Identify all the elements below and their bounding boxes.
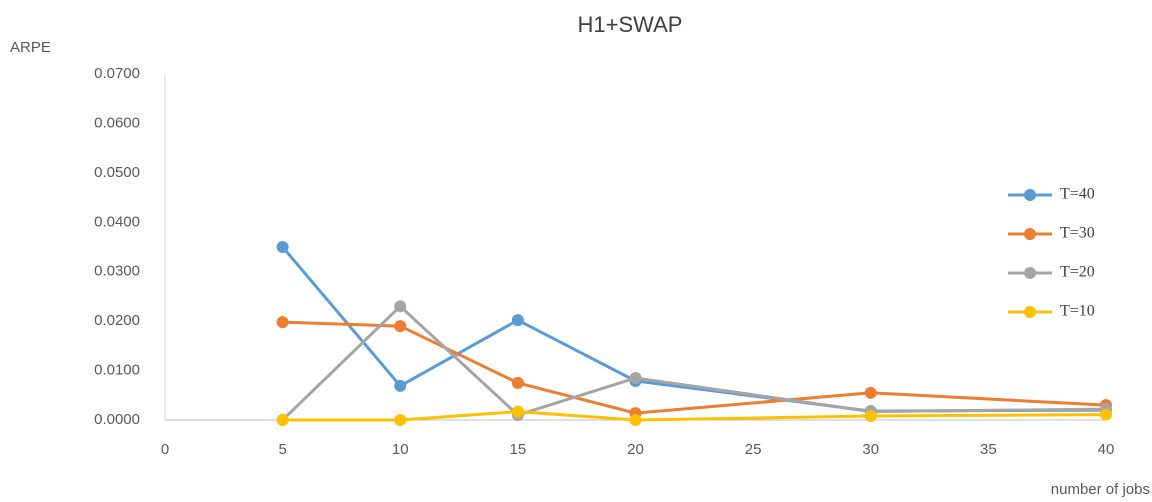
data-point bbox=[511, 314, 524, 327]
data-point bbox=[1100, 408, 1112, 421]
x-tick-label: 30 bbox=[862, 441, 879, 458]
series-line bbox=[281, 304, 1107, 422]
y-tick-label: 0.0400 bbox=[94, 213, 140, 230]
x-tick-label: 0 bbox=[161, 441, 169, 458]
legend-label: T=30 bbox=[1060, 225, 1095, 242]
y-tick-label: 0.0600 bbox=[94, 114, 140, 131]
y-tick-label: 0.0500 bbox=[94, 164, 140, 181]
legend-marker bbox=[1024, 228, 1036, 240]
y-tick-label: 0.0000 bbox=[94, 411, 140, 428]
data-point bbox=[394, 414, 407, 426]
data-point bbox=[394, 320, 407, 333]
series-line bbox=[282, 320, 1107, 415]
x-tick-label: 20 bbox=[627, 441, 644, 458]
legend-marker bbox=[1024, 306, 1036, 318]
data-point bbox=[864, 386, 877, 399]
data-point bbox=[276, 316, 289, 329]
series-line bbox=[282, 410, 1107, 422]
legend-marker bbox=[1024, 189, 1036, 201]
y-tick-label: 0.0700 bbox=[94, 65, 140, 82]
data-point bbox=[629, 371, 642, 384]
data-point bbox=[511, 376, 524, 389]
data-point bbox=[864, 410, 877, 423]
y-tick-label: 0.0300 bbox=[94, 263, 140, 280]
x-tick-label: 35 bbox=[980, 441, 997, 458]
data-point bbox=[511, 405, 524, 418]
x-tick-label: 25 bbox=[745, 441, 762, 458]
data-point bbox=[276, 414, 289, 426]
chart-title: H1+SWAP bbox=[578, 12, 683, 37]
legend-label: T=10 bbox=[1060, 303, 1095, 320]
y-tick-label: 0.0100 bbox=[94, 362, 140, 379]
x-tick-label: 10 bbox=[392, 441, 409, 458]
data-point bbox=[629, 414, 642, 426]
x-tick-label: 15 bbox=[510, 441, 527, 458]
y-axis-label: ARPE bbox=[10, 39, 51, 56]
data-point bbox=[276, 241, 289, 253]
x-axis-label: number of jobs bbox=[1051, 481, 1150, 498]
data-point bbox=[394, 300, 407, 313]
legend-marker bbox=[1024, 267, 1036, 279]
legend-label: T=20 bbox=[1060, 264, 1095, 281]
x-tick-label: 5 bbox=[278, 441, 286, 458]
legend-label: T=40 bbox=[1060, 186, 1095, 203]
data-point bbox=[394, 379, 407, 392]
y-tick-label: 0.0200 bbox=[94, 312, 140, 329]
x-tick-label: 40 bbox=[1098, 441, 1115, 458]
